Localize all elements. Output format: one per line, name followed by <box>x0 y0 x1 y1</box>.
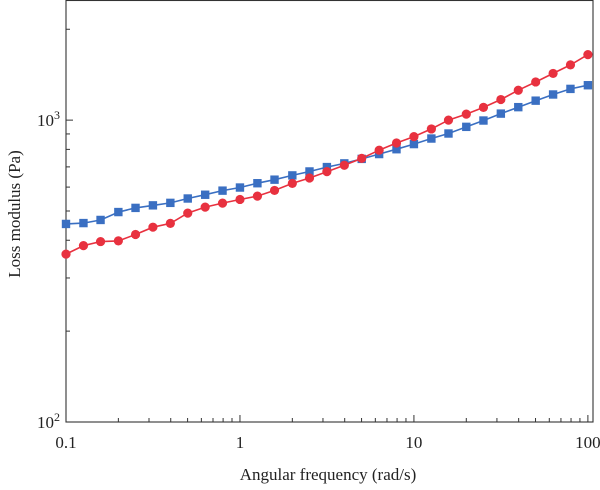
circle-marker <box>391 138 402 148</box>
circle-marker <box>130 229 141 240</box>
circle-marker <box>496 94 506 105</box>
y-axis-title: Loss modulus (Pa) <box>5 150 24 278</box>
x-tick-label: 10 <box>405 433 422 452</box>
circle-marker <box>217 198 228 208</box>
circle-marker <box>61 249 71 259</box>
y-tick-label: 103 <box>37 108 60 130</box>
circle-marker <box>565 60 576 70</box>
square-marker <box>462 122 471 132</box>
square-marker <box>392 145 401 154</box>
square-marker <box>218 186 227 195</box>
circle-marker <box>583 50 593 60</box>
circle-marker <box>443 115 454 125</box>
square-marker <box>566 84 575 94</box>
square-marker <box>253 179 262 188</box>
circle-marker <box>148 222 158 232</box>
square-marker <box>270 175 279 184</box>
data-series <box>61 50 593 259</box>
series-line <box>65 53 589 255</box>
circle-marker <box>374 145 384 155</box>
square-marker <box>305 167 314 176</box>
square-marker <box>96 215 105 225</box>
square-marker <box>409 139 419 149</box>
circle-marker <box>513 85 523 95</box>
circle-marker <box>531 77 541 87</box>
plot-border <box>65 0 594 423</box>
square-marker <box>235 183 245 192</box>
series-line <box>65 84 589 225</box>
square-marker <box>183 194 192 203</box>
circle-marker <box>357 153 367 163</box>
plot-frame <box>65 0 594 423</box>
square-marker <box>61 219 71 229</box>
square-marker <box>114 207 123 217</box>
circle-marker <box>235 194 245 205</box>
square-marker <box>166 198 175 208</box>
circle-marker <box>548 68 558 79</box>
circle-marker <box>409 131 419 142</box>
circle-marker <box>339 160 349 170</box>
circle-marker <box>252 191 263 201</box>
y-axis-ticks: 102 103 <box>37 28 73 432</box>
x-tick-label: 100 <box>575 433 600 452</box>
square-marker <box>583 81 593 90</box>
circle-marker <box>461 109 471 119</box>
circle-marker <box>165 218 175 228</box>
series-circle <box>61 50 593 259</box>
square-marker <box>79 218 88 228</box>
square-marker <box>531 96 540 105</box>
circle-marker <box>287 178 297 189</box>
circle-marker <box>78 241 89 251</box>
square-marker <box>288 171 297 180</box>
x-axis-title: Angular frequency (rad/s) <box>240 465 417 484</box>
y-tick-label: 102 <box>37 410 60 432</box>
circle-marker <box>183 208 193 218</box>
x-tick-label: 0.1 <box>55 433 76 452</box>
circle-marker <box>269 185 280 196</box>
square-marker <box>514 102 523 112</box>
x-tick-label: 1 <box>236 433 245 452</box>
square-marker <box>148 201 158 210</box>
square-marker <box>548 90 558 99</box>
square-marker <box>200 190 210 199</box>
circle-marker <box>95 236 106 247</box>
circle-marker <box>304 173 315 183</box>
series-square <box>61 81 593 229</box>
circle-marker <box>200 202 210 212</box>
circle-marker <box>322 167 332 177</box>
square-marker <box>496 109 506 118</box>
square-marker <box>427 134 436 143</box>
circle-marker <box>478 102 489 112</box>
x-axis-ticks: 0.1 1 10 100 <box>55 415 600 452</box>
square-marker <box>444 129 453 138</box>
square-marker <box>479 116 488 125</box>
square-marker <box>131 203 140 213</box>
circle-marker <box>113 236 123 246</box>
circle-marker <box>426 124 436 134</box>
